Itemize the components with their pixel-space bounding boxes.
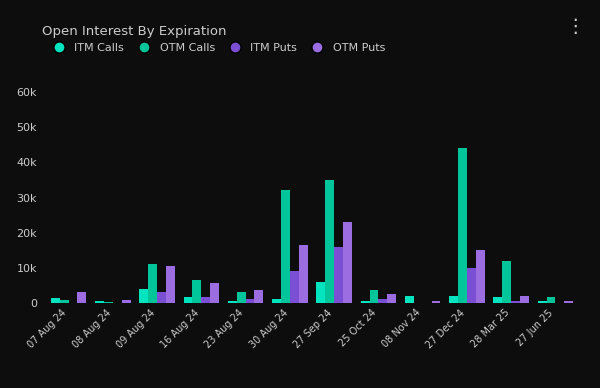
Bar: [148, 264, 157, 303]
Bar: [254, 290, 263, 303]
Bar: [272, 299, 281, 303]
Bar: [166, 266, 175, 303]
Bar: [476, 250, 485, 303]
Bar: [467, 268, 476, 303]
Bar: [431, 301, 440, 303]
Bar: [51, 298, 60, 303]
Bar: [290, 271, 299, 303]
Bar: [511, 301, 520, 303]
Bar: [157, 292, 166, 303]
Bar: [202, 297, 210, 303]
Bar: [361, 301, 370, 303]
Bar: [370, 290, 379, 303]
Bar: [449, 296, 458, 303]
Text: ⋮: ⋮: [566, 17, 585, 36]
Bar: [210, 283, 219, 303]
Legend: ITM Calls, OTM Calls, ITM Puts, OTM Puts: ITM Calls, OTM Calls, ITM Puts, OTM Puts: [47, 43, 385, 53]
Bar: [502, 261, 511, 303]
Bar: [193, 280, 202, 303]
Bar: [237, 292, 245, 303]
Bar: [325, 180, 334, 303]
Bar: [60, 300, 68, 303]
Bar: [343, 222, 352, 303]
Bar: [458, 149, 467, 303]
Bar: [379, 299, 387, 303]
Bar: [538, 301, 547, 303]
Bar: [387, 294, 396, 303]
Bar: [299, 245, 308, 303]
Bar: [547, 297, 556, 303]
Bar: [281, 191, 290, 303]
Bar: [245, 299, 254, 303]
Bar: [564, 301, 573, 303]
Bar: [316, 282, 325, 303]
Bar: [139, 289, 148, 303]
Bar: [77, 292, 86, 303]
Bar: [334, 246, 343, 303]
Bar: [184, 297, 193, 303]
Bar: [122, 300, 131, 303]
Bar: [228, 301, 237, 303]
Bar: [405, 296, 414, 303]
Bar: [520, 296, 529, 303]
Bar: [95, 301, 104, 303]
Text: Open Interest By Expiration: Open Interest By Expiration: [42, 25, 227, 38]
Bar: [493, 297, 502, 303]
Bar: [104, 302, 113, 303]
